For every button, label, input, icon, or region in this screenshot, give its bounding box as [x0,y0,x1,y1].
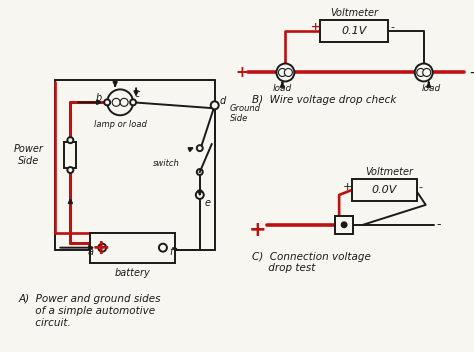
Circle shape [284,69,292,76]
Bar [320,20,388,42]
Circle shape [159,244,167,252]
Text: +: + [235,65,248,80]
Text: A)  Power and ground sides
     of a simple automotive
     circuit.: A) Power and ground sides of a simple au… [18,295,161,328]
Text: a: a [87,247,93,257]
Circle shape [104,99,110,105]
Text: Power
Side: Power Side [14,144,44,166]
Circle shape [107,89,133,115]
Text: 0.1V: 0.1V [341,26,367,36]
Circle shape [417,69,425,76]
Text: -: - [171,239,177,257]
Circle shape [211,101,219,109]
Text: +: + [342,182,352,192]
Bar [64,142,76,168]
Text: load: load [422,84,441,93]
Text: f: f [169,247,173,257]
Circle shape [67,167,73,173]
Text: +: + [310,22,320,32]
Text: e: e [205,198,211,208]
Bar [335,216,353,234]
Circle shape [120,98,128,106]
Bar [90,233,175,263]
Circle shape [197,145,203,151]
Circle shape [196,191,204,199]
Circle shape [276,63,294,81]
Circle shape [423,69,431,76]
Text: -: - [419,182,423,192]
Circle shape [67,137,73,143]
Circle shape [130,99,136,105]
Circle shape [112,98,120,106]
Text: +: + [249,220,266,240]
Text: +: + [92,238,110,258]
Text: switch: switch [153,158,180,168]
Text: Voltmeter: Voltmeter [365,167,413,177]
Circle shape [415,63,433,81]
Text: c: c [134,89,140,99]
Text: b: b [96,93,102,103]
Text: d: d [219,96,226,106]
Text: Ground
Side: Ground Side [229,103,261,123]
Text: load: load [273,84,292,93]
Text: Voltmeter: Voltmeter [330,8,378,18]
Text: -: - [437,218,441,231]
Circle shape [197,169,203,175]
Circle shape [98,244,106,252]
Text: battery: battery [114,268,150,278]
Circle shape [342,222,346,227]
Text: 0.0V: 0.0V [371,185,397,195]
Text: C)  Connection voltage
     drop test: C) Connection voltage drop test [252,252,370,273]
Text: -: - [469,65,474,80]
Bar [352,179,417,201]
Text: lamp or load: lamp or load [94,120,146,129]
Text: B)  Wire voltage drop check: B) Wire voltage drop check [252,95,396,105]
Circle shape [278,69,286,76]
Text: -: - [391,22,395,32]
